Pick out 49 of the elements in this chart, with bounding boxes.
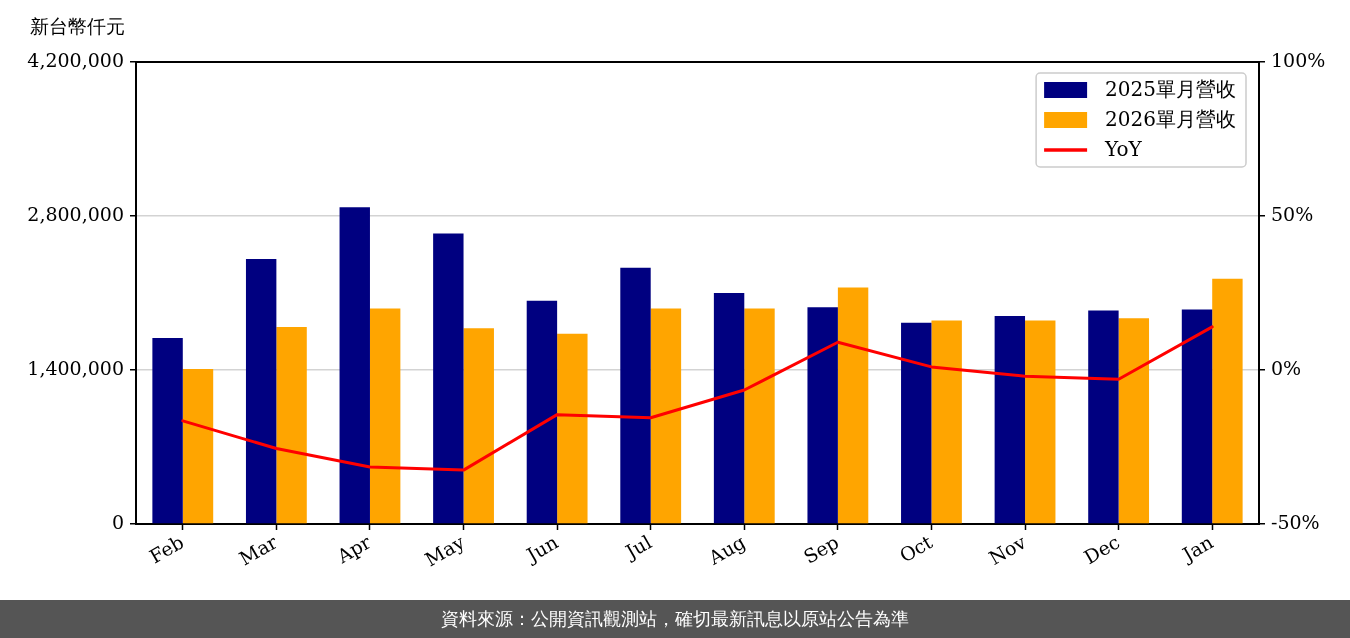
x-tick-label: May: [421, 530, 469, 571]
y2-tick-label: 50%: [1271, 202, 1314, 225]
y-tick-label: 1,400,000: [27, 356, 124, 379]
bar: [152, 338, 183, 524]
bar: [994, 316, 1026, 524]
bar: [433, 233, 464, 524]
bar: [526, 300, 558, 524]
bar: [182, 368, 214, 524]
x-tick-label: Jun: [521, 530, 562, 567]
x-tick-label: Aug: [703, 530, 749, 570]
legend-label: YoY: [1104, 137, 1143, 162]
bar: [931, 320, 962, 524]
y2-tick-label: 0%: [1271, 356, 1302, 379]
bar: [1088, 310, 1119, 524]
y-axis-title: 新台幣仟元: [30, 14, 125, 39]
bar: [1025, 320, 1056, 524]
x-tick-label: Sep: [799, 530, 843, 568]
bar: [245, 258, 277, 524]
bar: [807, 307, 838, 524]
bar: [620, 267, 651, 524]
bar: [713, 293, 745, 524]
bar: [557, 333, 588, 524]
y2-tick-label: -50%: [1271, 510, 1320, 533]
bar: [276, 327, 307, 524]
legend-label: 2025單月營收: [1105, 77, 1237, 102]
bar: [1212, 278, 1243, 524]
y-tick-label: 4,200,000: [27, 48, 124, 71]
y-tick-label: 0: [111, 510, 124, 533]
x-tick-label: Jan: [1176, 530, 1217, 567]
x-tick-label: Apr: [332, 530, 376, 568]
bar: [837, 287, 869, 524]
x-tick-label: Nov: [984, 530, 1030, 569]
bar: [1118, 318, 1150, 524]
bar: [650, 308, 682, 524]
bar: [463, 328, 494, 524]
bar: [339, 207, 370, 524]
legend-label: 2026單月營收: [1105, 107, 1237, 132]
bar: [901, 322, 932, 524]
x-tick-label: Oct: [895, 530, 937, 567]
x-tick-label: Jul: [620, 530, 656, 564]
source-note: 資料來源：公開資訊觀測站，確切最新訊息以原站公告為準: [0, 600, 1350, 638]
y-tick-label: 2,800,000: [27, 202, 124, 225]
x-tick-label: Dec: [1079, 530, 1124, 569]
bar: [369, 308, 401, 524]
y2-tick-label: 100%: [1271, 48, 1326, 71]
bar: [744, 308, 775, 524]
bar: [1181, 309, 1213, 524]
x-tick-label: Feb: [145, 530, 188, 568]
x-tick-label: Mar: [235, 530, 282, 570]
